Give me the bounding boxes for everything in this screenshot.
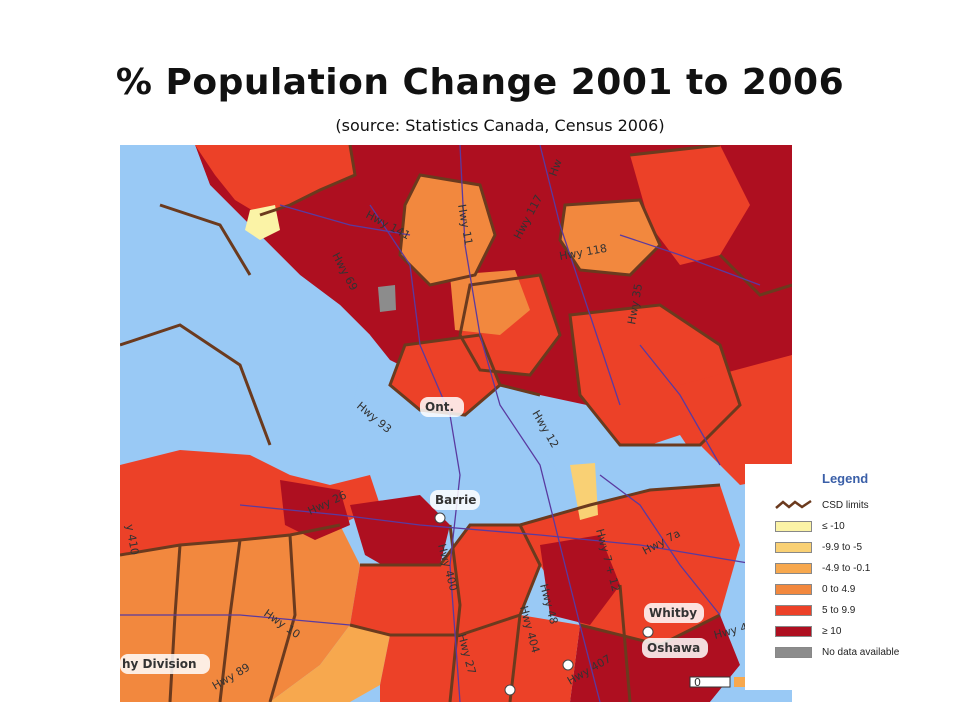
legend-swatch: [775, 604, 812, 616]
legend-label: No data available: [822, 646, 900, 658]
map-subtitle: (source: Statistics Canada, Census 2006): [335, 116, 665, 135]
legend-item-ge-10: ≥ 10: [775, 624, 841, 638]
legend-item-no-data: No data available: [775, 645, 899, 659]
region-south-centre-mid: [350, 525, 540, 635]
hwy-partial-label: Hw: [547, 157, 565, 178]
legend-title: Legend: [822, 471, 869, 486]
legend-label: CSD limits: [822, 499, 869, 511]
region-north-orange-2: [560, 200, 660, 275]
region-north-low: [245, 205, 280, 240]
legend-label: 5 to 9.9: [822, 604, 856, 616]
scale-label: 0: [694, 676, 701, 689]
legend-item-csd-limits: CSD limits: [775, 498, 869, 512]
legend-label: 0 to 4.9: [822, 583, 856, 595]
region-northwest-mid: [195, 145, 355, 215]
legend-label: ≥ 10: [822, 625, 842, 637]
legend-item-0-to-4-9: 0 to 4.9: [775, 582, 855, 596]
legend-item-neg4-9-to-neg0-1: -4.9 to -0.1: [775, 561, 870, 575]
legend-swatch: [775, 625, 812, 637]
water-lake-small: [650, 435, 700, 490]
place-oshawa-label: Oshawa: [647, 641, 700, 655]
map-title: % Population Change 2001 to 2006: [115, 62, 845, 103]
legend-label: -9.9 to -5: [822, 541, 863, 553]
hwy-410-label: y 410: [123, 523, 141, 556]
region-north-mid-1: [630, 145, 750, 265]
place-barrie-label: Barrie: [435, 493, 476, 507]
region-south-east-high: [540, 535, 620, 625]
legend-item-neg9-9-to-neg5: -9.9 to -5: [775, 540, 862, 554]
population-change-map: Hwy 141 Hwy 11 Hwy 117 Hwy 118 Hwy 35 Hw…: [120, 145, 792, 702]
legend-swatch: [775, 562, 812, 574]
legend-label: -4.9 to -0.1: [822, 562, 871, 574]
region-north-orange-1: [400, 175, 495, 285]
map-canvas: Hwy 141 Hwy 11 Hwy 117 Hwy 118 Hwy 35 Hw…: [120, 145, 792, 702]
csd-limits-line-icon: [775, 499, 812, 509]
legend-item-5-to-9-9: 5 to 9.9: [775, 603, 855, 617]
place-whitby-label: Whitby: [649, 606, 697, 620]
region-south-centre-high: [350, 495, 450, 575]
map-legend: Legend CSD limits ≤ -10 -9.9 to -5 -4.9 …: [745, 464, 960, 690]
place-division-label: hy Division: [122, 657, 197, 671]
legend-swatch: [775, 646, 812, 658]
legend-swatch: [775, 541, 812, 553]
region-south-orange-2: [270, 625, 390, 702]
legend-item-le-neg10: ≤ -10: [775, 519, 845, 533]
legend-swatch: [775, 520, 812, 532]
legend-swatch: [775, 583, 812, 595]
region-no-data: [378, 285, 396, 312]
water-bay: [120, 145, 370, 485]
place-labels: Ont. Barrie Whitby Oshawa hy Division: [120, 397, 708, 674]
town-markers: [434, 512, 654, 696]
region-toronto-mid: [380, 615, 580, 702]
legend-label: ≤ -10: [822, 520, 845, 532]
region-east-mid-2: [680, 355, 792, 485]
place-ont-label: Ont.: [425, 400, 454, 414]
